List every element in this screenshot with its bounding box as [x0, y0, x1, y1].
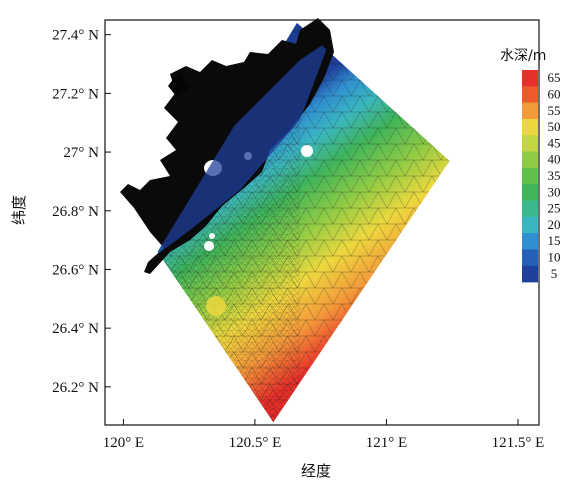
- colorbar-label: 30: [548, 184, 561, 199]
- y-tick-label: 26.8° N: [52, 204, 99, 220]
- x-tick-label: 121° E: [366, 435, 407, 451]
- colorbar-swatch: [522, 135, 538, 152]
- colorbar-label: 15: [548, 233, 561, 248]
- x-tick-label: 120.5° E: [229, 435, 282, 451]
- y-tick-label: 26.4° N: [52, 321, 99, 337]
- x-tick-label: 121.5° E: [492, 435, 545, 451]
- colorbar-swatch: [522, 216, 538, 234]
- y-axis: 26.2° N 26.4° N 26.6° N 26.8° N 27° N 27.2° N…: [52, 28, 111, 396]
- y-tick-label: 26.6° N: [52, 262, 99, 278]
- y-tick-label: 27° N: [63, 145, 99, 161]
- colorbar-label: 55: [548, 103, 561, 118]
- y-tick-label: 26.2° N: [52, 380, 99, 396]
- plot-frame: [104, 19, 540, 426]
- colorbar-label: 50: [548, 119, 561, 134]
- colorbar-swatch: [522, 184, 538, 201]
- colorbar-label: 45: [548, 135, 561, 150]
- y-axis-title: 纬度: [10, 195, 28, 225]
- colorbar-title: 水深/m: [500, 48, 546, 64]
- colorbar-label: 10: [548, 250, 561, 265]
- x-axis-title: 经度: [301, 462, 331, 480]
- colorbar-swatch: [522, 233, 538, 250]
- colorbar-swatch: [522, 86, 538, 104]
- colorbar-label: 65: [548, 70, 561, 85]
- colorbar-label: 35: [548, 168, 561, 183]
- colorbar-swatch: [522, 118, 538, 136]
- colorbar-swatch: [522, 70, 538, 87]
- colorbar-swatch: [522, 265, 538, 283]
- colorbar-swatch: [522, 151, 538, 169]
- x-axis: 120° E 120.5° E 121° E 121.5° E: [103, 419, 545, 451]
- y-tick-label: 27.4° N: [52, 28, 99, 44]
- shallow-patch: [206, 296, 226, 316]
- shallow-near-shore: [157, 40, 330, 260]
- colorbar-swatch: [522, 249, 538, 267]
- colorbar-label: 20: [548, 217, 561, 232]
- colorbar-label: 60: [548, 86, 561, 101]
- colorbar-label: 5: [551, 266, 558, 281]
- colorbar-swatch: [522, 102, 538, 120]
- y-tick-label: 27.2° N: [52, 86, 99, 102]
- colorbar-swatch: [522, 200, 538, 218]
- colorbar-label: 40: [548, 152, 561, 167]
- colorbar-label: 25: [548, 201, 561, 216]
- colorbar-swatch: [522, 167, 538, 185]
- x-tick-label: 120° E: [103, 435, 144, 451]
